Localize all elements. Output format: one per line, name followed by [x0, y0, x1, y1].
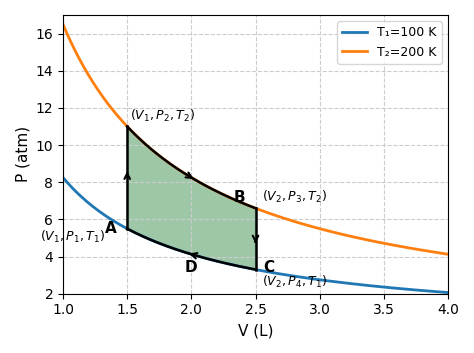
- T₂=200 K: [445, 252, 451, 256]
- T₁=100 K: [246, 266, 251, 270]
- T₂=200 K: [246, 203, 251, 208]
- Text: C: C: [263, 260, 274, 275]
- T₁=100 K: [376, 285, 382, 289]
- Text: D: D: [185, 260, 198, 275]
- T₂=200 K: [436, 251, 442, 255]
- T₂=200 K: [289, 219, 295, 223]
- Polygon shape: [127, 126, 255, 270]
- T₂=200 K: [268, 212, 274, 216]
- T₂=200 K: [376, 240, 382, 244]
- Line: T₂=200 K: T₂=200 K: [63, 24, 448, 254]
- Text: $(V_2,P_3,T_2)$: $(V_2,P_3,T_2)$: [262, 189, 327, 205]
- Text: A: A: [105, 221, 117, 236]
- T₁=100 K: [60, 175, 66, 180]
- T₁=100 K: [268, 270, 274, 275]
- T₁=100 K: [445, 291, 451, 295]
- T₂=200 K: [60, 22, 66, 26]
- Y-axis label: P (atm): P (atm): [15, 126, 30, 183]
- X-axis label: V (L): V (L): [238, 323, 273, 338]
- T₁=100 K: [289, 274, 295, 278]
- T₁=100 K: [243, 265, 249, 270]
- Legend: T₁=100 K, T₂=200 K: T₁=100 K, T₂=200 K: [337, 21, 442, 64]
- Text: $(V_2,P_4,T_1)$: $(V_2,P_4,T_1)$: [262, 274, 327, 290]
- Text: $(V_1,P_1,T_1)$: $(V_1,P_1,T_1)$: [40, 229, 105, 245]
- T₂=200 K: [243, 202, 249, 207]
- T₁=100 K: [436, 290, 442, 294]
- Text: $(V_1,P_2,T_2)$: $(V_1,P_2,T_2)$: [130, 108, 195, 124]
- Text: B: B: [234, 190, 245, 204]
- Line: T₁=100 K: T₁=100 K: [63, 178, 448, 293]
